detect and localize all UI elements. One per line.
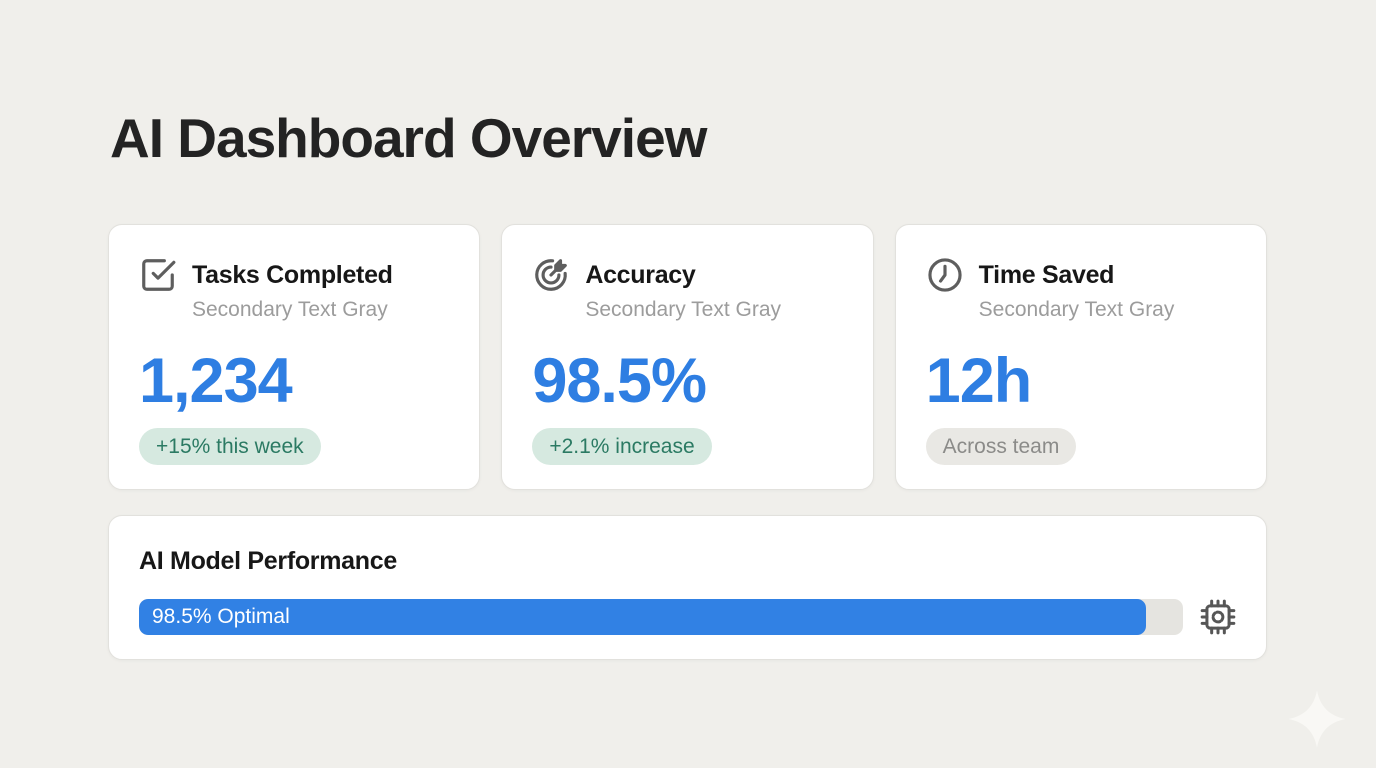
performance-progress-fill: 98.5% Optimal <box>139 599 1147 635</box>
card-subtitle: Secondary Text Gray <box>978 298 1175 321</box>
card-title: Tasks Completed <box>192 261 393 289</box>
performance-panel-title: AI Model Performance <box>139 547 397 575</box>
card-header: Accuracy Secondary Text Gray <box>532 256 842 325</box>
card-subtitle: Secondary Text Gray <box>192 298 388 321</box>
clock-icon <box>926 256 964 294</box>
stat-cards-row: Tasks Completed Secondary Text Gray 1,23… <box>108 224 1267 490</box>
performance-progress-track: 98.5% Optimal <box>139 599 1183 635</box>
card-value: 12h <box>925 346 1033 416</box>
scope-badge: Across team <box>925 428 1077 465</box>
card-title: Time Saved <box>978 261 1115 289</box>
target-arrow-icon <box>532 256 570 294</box>
sparkle-icon <box>1288 690 1346 748</box>
stat-card-tasks-completed: Tasks Completed Secondary Text Gray 1,23… <box>108 224 481 490</box>
stat-card-time-saved: Time Saved Secondary Text Gray 12h Acros… <box>894 224 1267 490</box>
trend-badge: +2.1% increase <box>532 428 712 465</box>
page-title: AI Dashboard Overview <box>110 107 707 169</box>
card-title: Accuracy <box>585 261 696 289</box>
card-header: Time Saved Secondary Text Gray <box>926 256 1236 325</box>
performance-progress-label: 98.5% Optimal <box>152 605 290 628</box>
square-check-icon <box>139 256 177 294</box>
stat-card-accuracy: Accuracy Secondary Text Gray 98.5% +2.1%… <box>501 224 874 490</box>
trend-badge: +15% this week <box>139 428 321 465</box>
card-header: Tasks Completed Secondary Text Gray <box>139 256 449 325</box>
card-value: 98.5% <box>532 346 707 416</box>
performance-progress-row: 98.5% Optimal <box>139 597 1238 637</box>
card-value: 1,234 <box>139 346 293 416</box>
cpu-chip-icon[interactable] <box>1198 597 1238 637</box>
performance-panel: AI Model Performance 98.5% Optimal <box>108 515 1267 660</box>
card-subtitle: Secondary Text Gray <box>585 298 782 321</box>
